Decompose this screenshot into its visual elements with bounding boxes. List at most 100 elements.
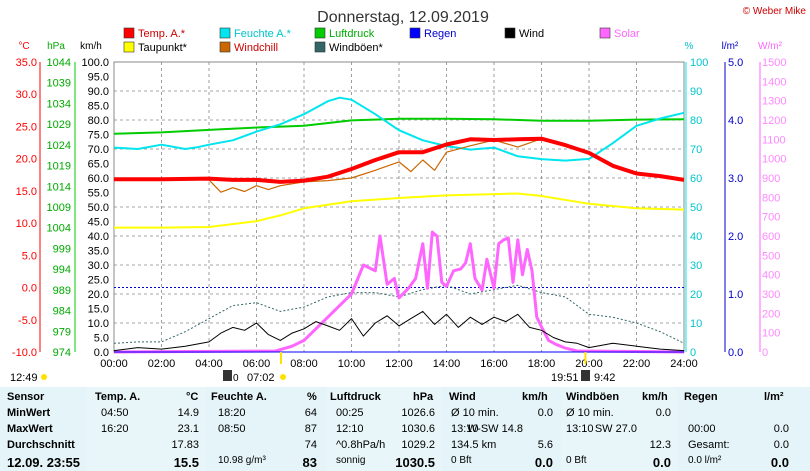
y-tick-rain: 5.0 bbox=[728, 57, 743, 69]
cell-label: Durchschnitt bbox=[7, 439, 75, 451]
y-tick-wind: 80.0 bbox=[88, 115, 109, 127]
x-tick-label: 06:00 bbox=[243, 358, 271, 370]
x-tick-label: 10:00 bbox=[338, 358, 366, 370]
y-tick-humidity: 70 bbox=[690, 144, 702, 156]
y-tick-pressure: 1004 bbox=[47, 223, 71, 235]
series-windb-en- bbox=[113, 284, 685, 344]
axes: 35.0 30.0 25.0 20.0 15.0 10.0 5.0 0.0 -5.0 -10.0 °… bbox=[12, 41, 787, 359]
series-taupunkt- bbox=[114, 192, 685, 229]
legend-swatch-pressure bbox=[314, 27, 326, 39]
cell-g-time: Ø 10 min. bbox=[566, 407, 614, 419]
legend-swatch-rain bbox=[409, 27, 421, 39]
axis-unit-pressure: hPa bbox=[47, 41, 65, 52]
y-tick-solar: 100 bbox=[762, 328, 780, 340]
y-tick-temp: 15.0 bbox=[16, 186, 37, 198]
y-tick-temp: -5.0 bbox=[18, 315, 37, 327]
legend-swatch-dewpoint bbox=[123, 41, 135, 53]
y-tick-wind: 50.0 bbox=[88, 202, 109, 214]
axis-unit-temp: °C bbox=[18, 41, 29, 52]
y-tick-temp: -10.0 bbox=[12, 347, 37, 359]
legend-label-wind: Wind bbox=[519, 28, 544, 40]
y-tick-rain: 1.0 bbox=[728, 289, 743, 301]
cell-g-mid: SW 27.0 bbox=[594, 423, 637, 435]
cell-r-time: 00:00 bbox=[688, 423, 716, 435]
legend-label-solar: Solar bbox=[614, 28, 640, 40]
legend-label-rain: Regen bbox=[424, 28, 456, 40]
series-solar bbox=[113, 230, 685, 354]
table-row: 12.09. 23:55 15.5 10.98 g/m³ 83 sonnig 1030.5… bbox=[0, 453, 800, 470]
y-tick-wind: 25.0 bbox=[88, 275, 109, 287]
cell-w-time: 13:10 bbox=[451, 423, 479, 435]
y-tick-temp: 30.0 bbox=[16, 89, 37, 101]
cell-t-time: 16:20 bbox=[101, 423, 129, 435]
y-tick-solar: 600 bbox=[762, 231, 780, 243]
cell-t-val: 15.5 bbox=[173, 455, 199, 470]
cell-p-time: sonnig bbox=[336, 455, 366, 466]
y-tick-wind: 15.0 bbox=[88, 304, 109, 316]
sunrise-icon bbox=[280, 374, 286, 380]
cell-p-val: 1030.6 bbox=[401, 423, 435, 435]
y-tick-humidity: 40 bbox=[690, 231, 702, 243]
series-feuchte-a- bbox=[113, 96, 685, 162]
y-tick-wind: 70.0 bbox=[88, 144, 109, 156]
series-luftdruck bbox=[113, 117, 685, 135]
y-tick-pressure: 1029 bbox=[47, 119, 71, 131]
moonrise-icon bbox=[223, 370, 232, 381]
y-tick-solar: 800 bbox=[762, 192, 780, 204]
axis-unit-rain: l/m² bbox=[722, 41, 739, 52]
col-wind: Wind bbox=[449, 391, 476, 403]
cell-t-time: 04:50 bbox=[101, 407, 129, 419]
cell-p-val: 1026.6 bbox=[401, 407, 435, 419]
axis-unit-wind: km/h bbox=[80, 41, 102, 52]
y-tick-pressure: 1009 bbox=[47, 202, 71, 214]
y-tick-pressure: 994 bbox=[53, 264, 71, 276]
y-tick-wind: 10.0 bbox=[88, 318, 109, 330]
y-tick-humidity: 60 bbox=[690, 173, 702, 185]
cell-h-time: 08:50 bbox=[218, 423, 246, 435]
y-tick-solar: 900 bbox=[762, 173, 780, 185]
weather-chart: Donnerstag, 12.09.2019 © Weber Mike Temp… bbox=[10, 6, 806, 384]
y-tick-wind: 45.0 bbox=[88, 217, 109, 229]
col-press-unit: hPa bbox=[413, 391, 434, 403]
y-tick-wind: 95.0 bbox=[88, 72, 109, 84]
y-tick-solar: 0 bbox=[762, 347, 768, 359]
y-tick-solar: 400 bbox=[762, 270, 780, 282]
y-tick-rain: 3.0 bbox=[728, 173, 743, 185]
axis-unit-solar: W/m² bbox=[758, 41, 783, 52]
col-gust-unit: km/h bbox=[642, 391, 668, 403]
col-rain: Regen bbox=[684, 391, 718, 403]
moonrise-label: 0 bbox=[233, 373, 239, 384]
moonset-icon bbox=[581, 370, 590, 381]
cell-r-val: 0.0 bbox=[773, 439, 789, 451]
table-header: Sensor Temp. A. °C Feuchte A. % Luftdruc… bbox=[0, 389, 800, 405]
legend-label-windchill: Windchill bbox=[234, 42, 278, 54]
y-tick-wind: 85.0 bbox=[88, 101, 109, 113]
legend-label-humidity: Feuchte A.* bbox=[234, 28, 292, 40]
x-tick-label: 00:00 bbox=[100, 358, 128, 370]
col-temp: Temp. A. bbox=[95, 391, 141, 403]
y-tick-wind: 30.0 bbox=[88, 260, 109, 272]
y-tick-solar: 1000 bbox=[762, 154, 786, 166]
cell-h-val: 74 bbox=[304, 439, 317, 451]
y-tick-pressure: 984 bbox=[53, 306, 71, 318]
y-tick-temp: 10.0 bbox=[16, 218, 37, 230]
cell-g-time: 13:10 bbox=[566, 423, 594, 435]
x-tick-label: 02:00 bbox=[148, 358, 176, 370]
cell-w-time: 0 Bft bbox=[451, 455, 472, 466]
col-wind-unit: km/h bbox=[522, 391, 548, 403]
y-tick-wind: 75.0 bbox=[88, 130, 109, 142]
cell-w-val: 5.6 bbox=[537, 439, 553, 451]
cell-p-val: 1030.5 bbox=[395, 455, 435, 470]
cell-p-time: ^0.8hPa/h bbox=[336, 439, 386, 451]
y-tick-rain: 4.0 bbox=[728, 115, 743, 127]
cell-label: 12.09. 23:55 bbox=[7, 455, 81, 470]
cell-r-val: 0.0 bbox=[773, 423, 789, 435]
cell-p-time: 12:10 bbox=[336, 423, 364, 435]
legend-swatch-wind bbox=[504, 27, 516, 39]
y-tick-pressure: 1039 bbox=[47, 78, 71, 90]
cell-label: MinWert bbox=[7, 407, 51, 419]
y-tick-solar: 1300 bbox=[762, 96, 786, 108]
y-tick-humidity: 100 bbox=[690, 57, 708, 69]
y-tick-wind: 20.0 bbox=[88, 289, 109, 301]
sunset-label: 19:51 bbox=[551, 372, 579, 384]
